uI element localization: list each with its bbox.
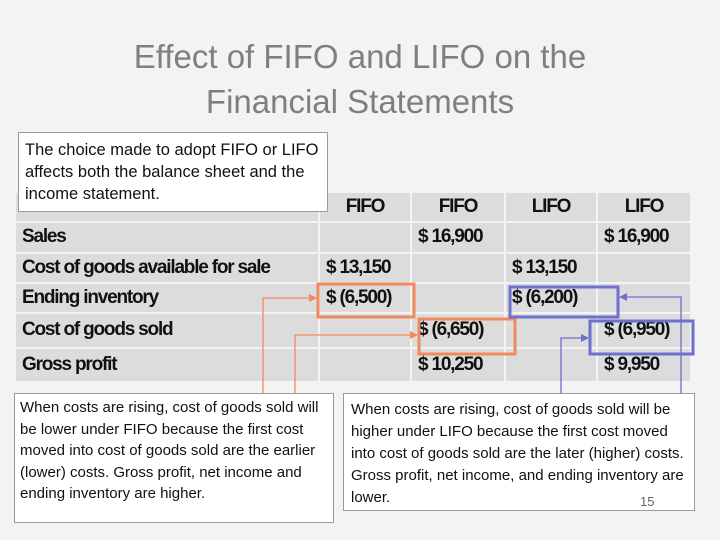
- cell-lifo-cogs: $ (6,950): [596, 312, 692, 349]
- header-fifo-1: FIFO: [318, 190, 412, 224]
- cell-fifo-ending-inventory: $ (6,500): [318, 281, 412, 315]
- cell: [318, 221, 412, 254]
- cell: $ 16,900: [596, 221, 692, 254]
- table-row-gross-profit: Gross profit $ 10,250 $ 9,950: [14, 346, 692, 384]
- title-line-1: Effect of FIFO and LIFO on the: [133, 38, 587, 75]
- cell: [504, 346, 598, 384]
- row-label: Ending inventory: [14, 281, 320, 315]
- header-lifo-1: LIFO: [504, 190, 598, 224]
- table-row-sales: Sales $ 16,900 $ 16,900: [14, 221, 692, 254]
- financial-table: FIFO FIFO LIFO LIFO Sales $ 16,900 $ 16,…: [14, 190, 692, 384]
- cell: [504, 221, 598, 254]
- row-label: Sales: [14, 221, 320, 254]
- cell: $ 13,150: [504, 251, 598, 284]
- header-lifo-2: LIFO: [596, 190, 692, 224]
- cell-fifo-cogs: $ (6,650): [410, 312, 506, 349]
- cell: [318, 346, 412, 384]
- row-label: Gross profit: [14, 346, 320, 384]
- row-label: Cost of goods sold: [14, 312, 320, 349]
- cell: $ 13,150: [318, 251, 412, 284]
- cell: [410, 281, 506, 315]
- table-row-cogs: Cost of goods sold $ (6,650) $ (6,950): [14, 312, 692, 349]
- cell-lifo-ending-inventory: $ (6,200): [504, 281, 598, 315]
- slide-number: 15: [640, 494, 655, 509]
- cell: $ 16,900: [410, 221, 506, 254]
- cell: [596, 281, 692, 315]
- cell: [596, 251, 692, 284]
- table-header-row: FIFO FIFO LIFO LIFO: [14, 190, 692, 224]
- intro-text-box: The choice made to adopt FIFO or LIFO af…: [18, 132, 328, 212]
- cell: $ 10,250: [410, 346, 506, 384]
- cell: [318, 312, 412, 349]
- title-line-2: Financial Statements: [205, 83, 515, 120]
- fifo-explanation-box: When costs are rising, cost of goods sol…: [14, 393, 334, 523]
- cell: [504, 312, 598, 349]
- table-row-cogs-available: Cost of goods available for sale $ 13,15…: [14, 251, 692, 284]
- cell: $ 9,950: [596, 346, 692, 384]
- lifo-explanation-box: When costs are rising, cost of goods sol…: [343, 393, 695, 511]
- row-label: Cost of goods available for sale: [14, 251, 320, 284]
- table-row-ending-inventory: Ending inventory $ (6,500) $ (6,200): [14, 281, 692, 315]
- cell: [410, 251, 506, 284]
- header-fifo-2: FIFO: [410, 190, 506, 224]
- slide-title: Effect of FIFO and LIFO on the Financial…: [0, 34, 720, 124]
